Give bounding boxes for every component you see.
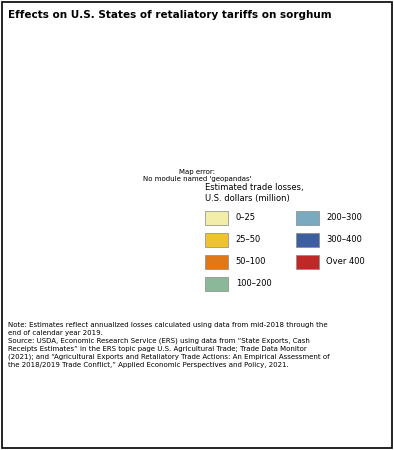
Text: Map error:
No module named 'geopandas': Map error: No module named 'geopandas' — [143, 169, 251, 182]
Text: 200–300: 200–300 — [326, 213, 362, 222]
Text: 100–200: 100–200 — [236, 279, 271, 288]
Bar — [205, 211, 229, 225]
Text: 0–25: 0–25 — [236, 213, 256, 222]
Text: 25–50: 25–50 — [236, 235, 261, 244]
Bar — [296, 255, 319, 269]
Bar — [296, 211, 319, 225]
Bar — [205, 233, 229, 247]
Bar — [205, 255, 229, 269]
Text: Over 400: Over 400 — [326, 257, 365, 266]
Bar — [296, 233, 319, 247]
Text: Effects on U.S. States of retaliatory tariffs on sorghum: Effects on U.S. States of retaliatory ta… — [8, 10, 331, 20]
Text: Estimated trade losses,
U.S. dollars (million): Estimated trade losses, U.S. dollars (mi… — [205, 183, 303, 202]
Text: 300–400: 300–400 — [326, 235, 362, 244]
Text: Note: Estimates reflect annualized losses calculated using data from mid-2018 th: Note: Estimates reflect annualized losse… — [8, 322, 329, 368]
Bar — [205, 277, 229, 291]
Text: 50–100: 50–100 — [236, 257, 266, 266]
